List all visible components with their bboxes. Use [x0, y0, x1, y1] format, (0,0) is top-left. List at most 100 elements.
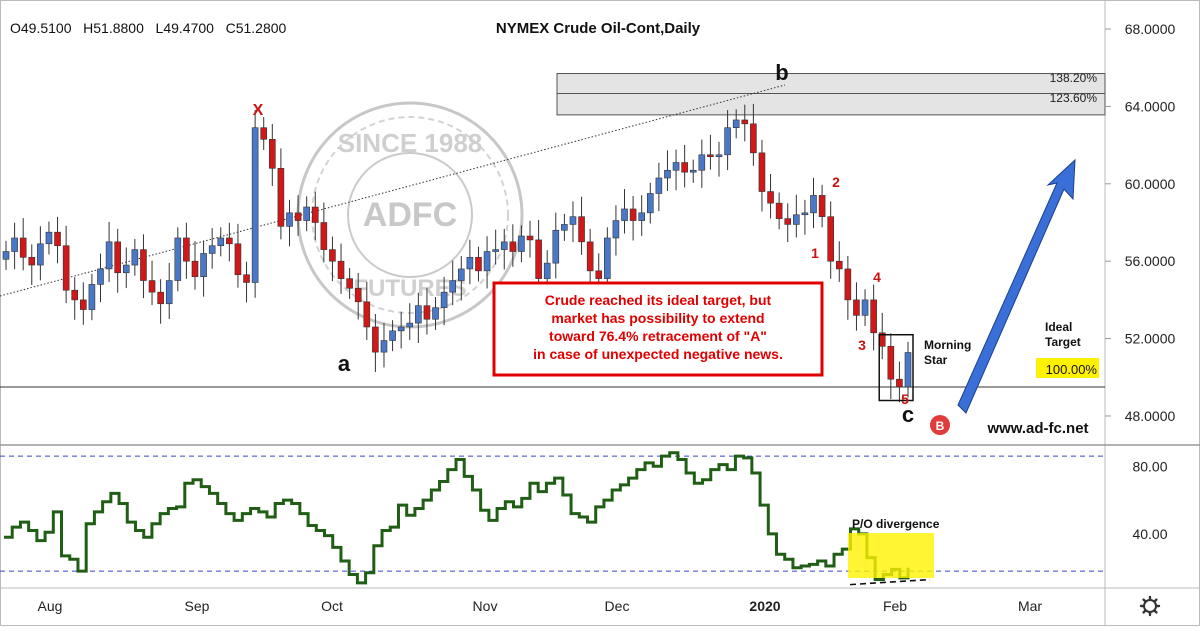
price-axis-label: 56.0000 — [1125, 253, 1176, 269]
time-axis-label: Feb — [883, 598, 907, 614]
watermark-bottom-text: FUTURES — [353, 275, 466, 302]
candle-body — [689, 169, 697, 173]
ideal-target-label: Ideal Target — [1045, 320, 1081, 349]
candle-body — [724, 127, 731, 156]
candle-body — [191, 260, 199, 277]
candle-body — [397, 326, 405, 332]
candle-body — [389, 330, 396, 341]
candle-body — [784, 218, 792, 225]
candle-body — [870, 299, 877, 334]
candle-body — [140, 249, 147, 281]
candle-body — [346, 278, 353, 289]
candle-body — [440, 291, 448, 308]
divergence-label: P/O divergence — [852, 517, 940, 531]
wave-4-label: 4 — [873, 269, 881, 285]
candle-body — [131, 249, 139, 266]
candle-body — [758, 152, 766, 192]
wave-3-label: 3 — [858, 337, 866, 353]
candle-body — [45, 231, 53, 245]
candle-body — [148, 280, 156, 293]
fib-100-highlight — [1036, 358, 1099, 378]
watermark-top-text: SINCE 1988 — [338, 128, 483, 158]
candle-body — [715, 154, 723, 158]
candle-body — [500, 241, 508, 250]
morning-star-label: Morning Star — [924, 338, 971, 367]
candle-body — [732, 119, 740, 128]
candle-body — [638, 212, 645, 221]
candle-body — [80, 299, 87, 310]
candle-body — [37, 243, 44, 266]
candle-body — [354, 287, 362, 303]
candle-body — [827, 216, 834, 262]
candle-body — [157, 291, 164, 305]
time-axis-label: Aug — [38, 598, 63, 614]
candle-body — [380, 340, 388, 353]
candle-body — [621, 208, 628, 221]
candle-body — [664, 169, 671, 179]
candle-body — [509, 241, 517, 252]
gear-icon[interactable] — [1139, 595, 1161, 617]
candle-body — [526, 235, 534, 241]
time-axis-label: Mar — [1018, 598, 1042, 614]
candle-body — [19, 237, 27, 258]
candle-body — [71, 289, 79, 301]
candle-body — [698, 154, 706, 171]
candle-body — [406, 322, 414, 328]
candle-body — [561, 224, 568, 231]
candle-body — [423, 305, 431, 320]
divergence-line — [849, 578, 931, 586]
time-axis-label: Sep — [185, 598, 210, 614]
candle-body — [518, 235, 525, 252]
website-label: www.ad-fc.net — [986, 420, 1088, 437]
b-badge-text: B — [936, 419, 945, 433]
candle-body — [243, 274, 250, 283]
candle-body — [655, 177, 663, 194]
candle-body — [612, 220, 620, 239]
oscillator-line — [4, 451, 910, 585]
note-text: Crude reached its ideal target, but marke… — [533, 292, 783, 362]
candle-body — [595, 270, 603, 279]
b-badge[interactable] — [930, 415, 950, 435]
candle-body — [604, 237, 611, 279]
candle-body — [844, 268, 852, 301]
trend-line — [0, 84, 786, 297]
candle-body — [750, 123, 757, 154]
candle-body — [62, 245, 70, 291]
candle-body — [286, 212, 293, 227]
candle-body — [887, 346, 895, 380]
wave-a-label: a — [338, 351, 351, 376]
price-axis-label: 52.0000 — [1125, 331, 1176, 347]
candle-body — [11, 237, 18, 252]
candle-body — [475, 257, 482, 272]
wave-2-label: 2 — [832, 174, 840, 190]
candle-body — [629, 208, 637, 221]
candle-body — [183, 237, 190, 262]
candle-body — [707, 154, 714, 158]
candle-body — [767, 191, 774, 204]
candle-body — [234, 243, 242, 276]
candle-body — [200, 253, 207, 277]
candle-body — [543, 262, 551, 279]
ohlc-readout: O49.5100 H51.8800 L49.4700 C51.2800 — [10, 20, 287, 36]
candle-body — [492, 249, 499, 252]
chart-title: NYMEX Crude Oil-Cont,Daily — [496, 20, 701, 37]
candle-body — [818, 195, 826, 217]
fib-zone-band — [556, 73, 1106, 116]
candle-body — [122, 264, 130, 274]
candle-body — [208, 245, 216, 254]
candle-body — [466, 257, 474, 270]
osc-axis-label: 40.00 — [1132, 526, 1167, 542]
morning-star-box — [878, 333, 914, 402]
candle-body — [810, 195, 817, 214]
candle-body — [28, 257, 36, 266]
wave-b-label: b — [775, 60, 788, 85]
candle-body — [835, 260, 843, 270]
candle-body — [552, 229, 560, 264]
candle-body — [105, 241, 113, 270]
candle-body — [586, 241, 594, 272]
candle-body — [294, 212, 302, 221]
candle-body — [88, 284, 96, 310]
price-axis-label: 64.0000 — [1125, 98, 1176, 114]
candle-body — [2, 251, 10, 260]
candle-body — [681, 162, 688, 173]
